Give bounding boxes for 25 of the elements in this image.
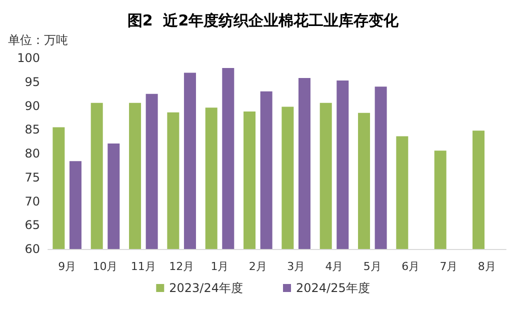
x-tick-label: 9月 xyxy=(58,260,76,273)
y-axis-title: 单位：万吨 xyxy=(8,33,68,47)
x-tick-label: 10月 xyxy=(92,260,118,273)
x-tick-label: 4月 xyxy=(325,260,344,273)
x-tick-label: 2月 xyxy=(248,260,267,273)
y-tick-label: 65 xyxy=(24,218,40,232)
x-tick-label: 7月 xyxy=(440,260,458,273)
legend-label: 2023/24年度 xyxy=(169,281,244,295)
legend-label: 2024/25年度 xyxy=(296,281,370,295)
x-tick-label: 11月 xyxy=(130,260,156,273)
x-tick-label: 1月 xyxy=(210,260,229,273)
y-tick-label: 75 xyxy=(24,170,40,184)
x-tick-label: 3月 xyxy=(287,260,306,273)
y-tick-label: 85 xyxy=(24,122,40,137)
x-tick-label: 12月 xyxy=(169,260,194,273)
x-tick-label: 6月 xyxy=(402,260,420,273)
y-tick-label: 100 xyxy=(17,51,40,65)
y-tick-label: 70 xyxy=(24,194,40,208)
y-tick-label: 90 xyxy=(24,98,40,113)
y-tick-label: 80 xyxy=(24,146,40,160)
x-tick-label: 5月 xyxy=(363,260,382,273)
x-tick-label: 8月 xyxy=(478,260,496,273)
y-tick-label: 60 xyxy=(24,242,40,256)
chart-title: 图2 近2年度纺织企业棉花工业库存变化 xyxy=(127,12,400,30)
y-tick-label: 95 xyxy=(24,74,40,89)
